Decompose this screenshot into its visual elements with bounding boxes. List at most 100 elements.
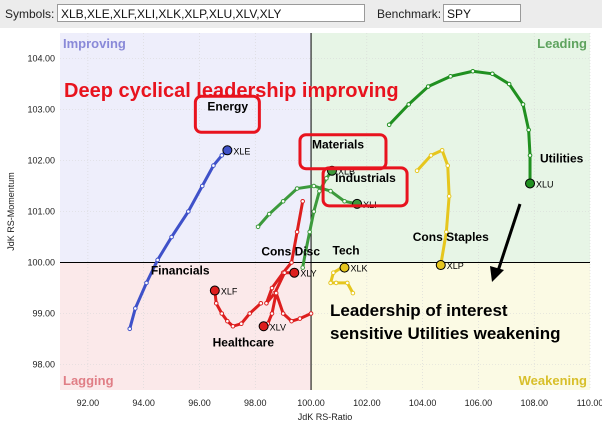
trail-point [317, 188, 322, 194]
trail-point [199, 183, 205, 189]
quadrant-improving [60, 33, 312, 263]
trail-point [527, 153, 533, 158]
trail-point [470, 68, 476, 74]
trail-point [448, 74, 453, 79]
trail-point [307, 229, 312, 235]
trail-point [258, 301, 264, 306]
trail-point [446, 193, 452, 199]
trail-point [186, 209, 191, 214]
trail-point [269, 311, 275, 316]
highlight-box-xle [193, 94, 261, 134]
y-tick-label-5: 103.00 [27, 105, 55, 115]
symbol-label-xlu: XLU [536, 179, 554, 189]
headline-annotation: Deep cyclical leadership improving [64, 80, 399, 102]
sector-label-xlv: Healthcare [213, 335, 275, 349]
y-tick-label-0: 98.00 [32, 360, 55, 370]
trail-point [300, 199, 305, 204]
trail-point [445, 163, 451, 168]
symbol-label-xlk: XLK [351, 264, 368, 274]
trail-point [342, 199, 347, 204]
quadrant-weakening [311, 262, 590, 390]
trail-point [324, 176, 329, 181]
series-xlk: XLK Tech [328, 244, 368, 296]
symbol-label-xlf: XLF [221, 287, 238, 297]
x-axis-label: JdK RS-Ratio [298, 412, 353, 422]
trail-point [239, 321, 244, 327]
x-tick-label-6: 104.00 [409, 398, 437, 408]
head-point-xlv [258, 321, 269, 332]
trail-point [328, 280, 333, 286]
trail-line-xle [128, 148, 229, 331]
trail-point [127, 326, 133, 332]
trail-point [282, 270, 287, 275]
y-tick-label-1: 99.00 [32, 309, 55, 319]
sector-label-xly: Cons Disc [261, 245, 320, 259]
sector-label-xlu: Utilities [540, 151, 584, 165]
trail-point [294, 186, 300, 191]
symbol-label-xly: XLY [300, 269, 316, 279]
trail-point [155, 257, 160, 263]
trail-point [266, 211, 272, 217]
trail-point [328, 188, 333, 194]
trail-point [269, 285, 275, 291]
trail-point [144, 280, 149, 286]
benchmark-label: Benchmark: [377, 7, 442, 21]
rrg-chart: Improving Leading Lagging Weakening XLE Ener… [6, 33, 602, 422]
x-tick-label-3: 98.00 [244, 398, 267, 408]
trail-point [169, 234, 174, 240]
trail-line-xli [256, 184, 359, 229]
trail-point [133, 306, 138, 311]
trail-point [345, 280, 350, 286]
trail-point [300, 265, 305, 270]
note-annotation-line1: Leadership of interest [330, 301, 508, 320]
trail-point [294, 229, 300, 235]
series-xlp: XLP Cons Staples [413, 148, 489, 271]
trail-point [264, 301, 269, 306]
quadrant-backgrounds [60, 33, 590, 390]
series-xlv: XLV Healthcare [213, 290, 314, 349]
arrow-head-icon [490, 266, 504, 282]
arrow-shaft [495, 203, 522, 275]
quadrant-label-leading: Leading [537, 36, 587, 51]
trail-point [247, 311, 252, 316]
sector-label-xlk: Tech [333, 244, 360, 258]
trail-point [213, 301, 219, 306]
trail-point [331, 270, 336, 275]
head-point-xlf [209, 285, 220, 296]
trail-point [273, 290, 279, 296]
trail-point [333, 280, 339, 286]
trail-point [289, 260, 294, 265]
sector-label-xle: Energy [207, 99, 248, 113]
trail-point [219, 153, 225, 158]
series-xlu: XLU Utilities [386, 68, 584, 189]
trail-point [297, 316, 303, 321]
sector-label-xlb: Materials [312, 138, 364, 152]
trail-point [280, 311, 286, 316]
x-tick-label-0: 92.00 [77, 398, 100, 408]
trail-point [428, 153, 434, 158]
symbol-label-xle: XLE [233, 146, 250, 156]
head-point-xlu [525, 178, 536, 189]
benchmark-input[interactable]: SPY [443, 4, 521, 22]
sector-label-xlp: Cons Staples [413, 230, 489, 244]
quadrant-label-improving: Improving [63, 36, 126, 51]
trail-point [520, 102, 526, 107]
x-tick-label-7: 106.00 [465, 398, 493, 408]
highlight-box-xli [321, 166, 409, 208]
trail-point [303, 250, 308, 255]
y-axis-label: JdK RS-Momentum [6, 172, 16, 251]
x-tick-label-1: 94.00 [132, 398, 155, 408]
head-point-xly [289, 267, 300, 278]
head-point-xlk [339, 262, 350, 273]
trail-point [219, 311, 225, 316]
quadrant-lagging [60, 262, 312, 390]
y-tick-label-4: 102.00 [27, 156, 55, 166]
annotations: Deep cyclical leadership improving Leader… [64, 80, 561, 343]
trail-point [406, 102, 411, 107]
series-xlf: XLF Financials [151, 264, 264, 329]
trail-point [225, 318, 230, 324]
trail-point [311, 183, 317, 189]
quadrant-leading [311, 33, 590, 263]
symbols-input[interactable]: XLB,XLE,XLF,XLI,XLK,XLP,XLU,XLV,XLY [57, 4, 365, 22]
